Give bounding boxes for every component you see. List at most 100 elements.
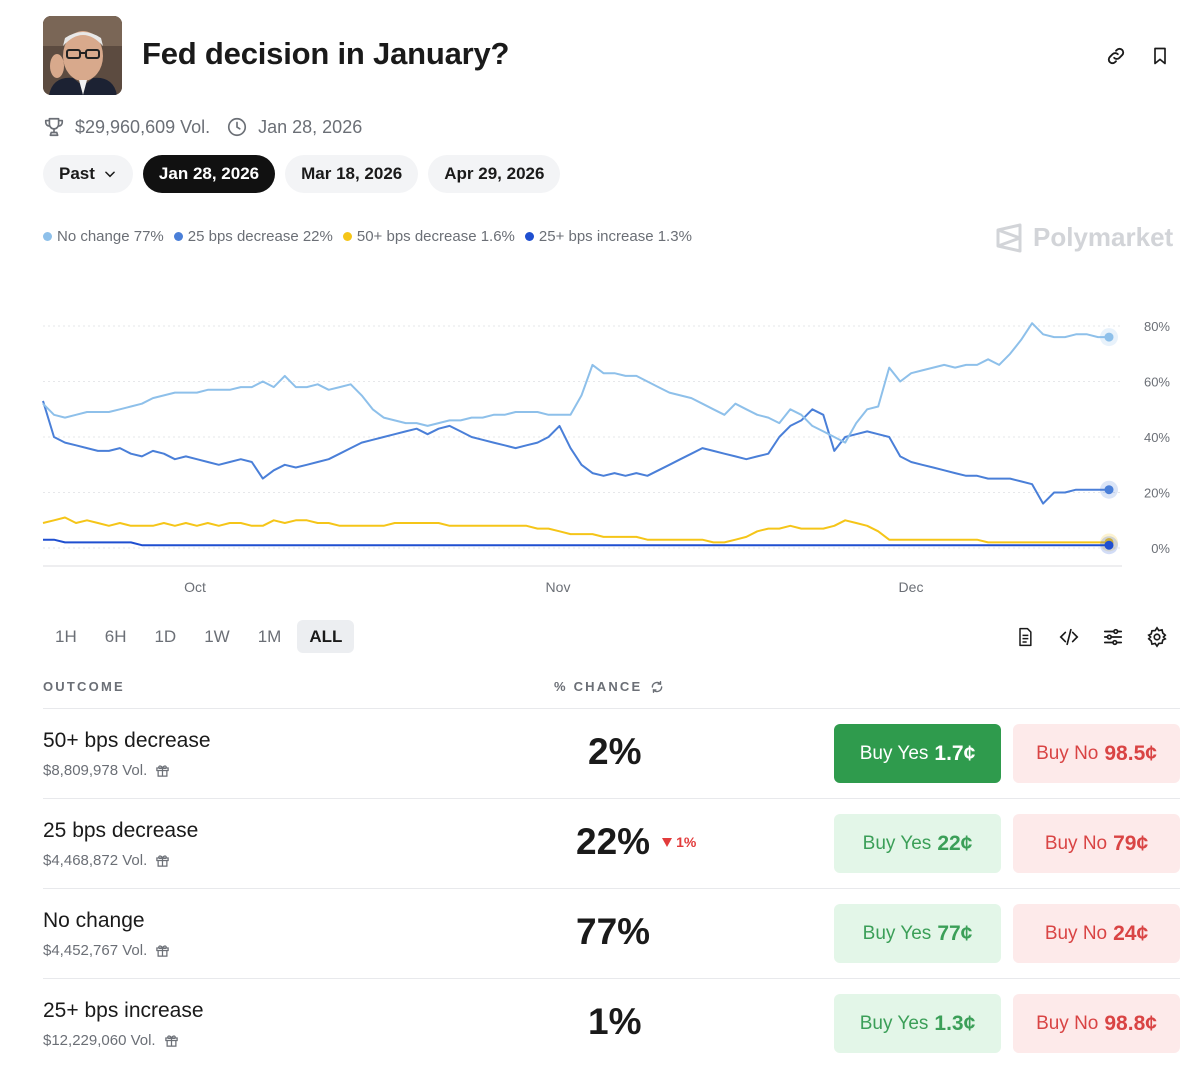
buy-no-button[interactable]: Buy No 79¢ xyxy=(1013,814,1180,873)
legend-label: No change 77% xyxy=(57,228,164,245)
series-line-25-bps-decrease xyxy=(42,400,1109,505)
buy-no-price: 24¢ xyxy=(1113,921,1149,945)
series-end-dot xyxy=(1104,332,1114,342)
range-6h[interactable]: 6H xyxy=(104,626,127,646)
outcome-volume: $4,452,767 Vol. xyxy=(43,942,170,959)
gear-icon[interactable] xyxy=(1144,624,1170,650)
buy-no-label: Buy No xyxy=(1044,832,1108,854)
buy-yes-price: 1.7¢ xyxy=(934,741,976,765)
range-1d[interactable]: 1D xyxy=(154,626,177,646)
outcome-column-header: OUTCOME xyxy=(43,679,125,694)
down-arrow-icon xyxy=(662,837,673,847)
y-tick-label: 80% xyxy=(1144,319,1170,334)
outcome-chance-value: 2% xyxy=(588,731,642,772)
series-line-50-bps-decrease xyxy=(42,516,1109,544)
market-meta: $29,960,609 Vol. Jan 28, 2026 xyxy=(43,113,362,141)
legend-dot xyxy=(43,232,52,241)
y-tick-label: 20% xyxy=(1144,486,1170,501)
legend-item: 25 bps decrease 22% xyxy=(173,228,333,245)
chart-tools xyxy=(1012,624,1170,650)
legend-item: 50+ bps decrease 1.6% xyxy=(342,228,515,245)
buy-yes-button[interactable]: Buy Yes 22¢ xyxy=(834,814,1001,873)
outcome-volume: $4,468,872 Vol. xyxy=(43,852,170,869)
clock-icon xyxy=(226,116,248,138)
polymarket-icon xyxy=(996,223,1022,252)
document-icon[interactable] xyxy=(1012,624,1038,650)
range-all[interactable]: ALL xyxy=(297,620,355,653)
legend-item: No change 77% xyxy=(43,228,164,245)
legend-label: 25 bps decrease 22% xyxy=(187,228,333,245)
buy-yes-label: Buy Yes xyxy=(862,922,932,944)
gift-icon xyxy=(155,943,170,958)
buy-no-price: 98.5¢ xyxy=(1104,741,1157,765)
tab-mar-18-2026[interactable]: Mar 18, 2026 xyxy=(285,155,419,193)
legend-label: 25+ bps increase 1.3% xyxy=(538,228,692,245)
outcome-volume: $8,809,978 Vol. xyxy=(43,762,170,779)
outcome-chance-value: 22% xyxy=(576,821,651,862)
buy-no-price: 79¢ xyxy=(1113,831,1149,855)
legend-item: 25+ bps increase 1.3% xyxy=(524,228,692,245)
outcome-volume-value: $4,468,872 Vol. xyxy=(43,852,148,869)
outcome-row: 25+ bps increase $12,229,060 Vol. 1% Buy… xyxy=(43,978,1180,1068)
outcome-name[interactable]: 50+ bps decrease xyxy=(43,729,211,752)
buy-no-button[interactable]: Buy No 24¢ xyxy=(1013,904,1180,963)
chance-column-header[interactable]: % CHANCE xyxy=(554,679,664,694)
link-icon[interactable] xyxy=(1103,43,1129,69)
outcome-name[interactable]: 25+ bps increase xyxy=(43,999,204,1022)
chevron-down-icon xyxy=(103,167,117,181)
tab-past-label: Past xyxy=(59,164,95,183)
y-tick-label: 60% xyxy=(1144,375,1170,390)
series-end-dot xyxy=(1104,540,1114,550)
market-end-date: Jan 28, 2026 xyxy=(258,116,363,137)
buy-yes-button[interactable]: Buy Yes 1.7¢ xyxy=(834,724,1001,783)
buy-no-button[interactable]: Buy No 98.5¢ xyxy=(1013,724,1180,783)
buy-yes-price: 22¢ xyxy=(937,831,973,855)
legend-dot xyxy=(524,232,534,241)
series-line-25-bps-increase xyxy=(43,538,1109,547)
buy-yes-button[interactable]: Buy Yes 77¢ xyxy=(834,904,1001,963)
chart-legend: No change 77% 25 bps decrease 22% 50+ bp… xyxy=(43,228,702,245)
market-avatar xyxy=(43,16,122,95)
range-1h[interactable]: 1H xyxy=(55,626,77,646)
gift-icon xyxy=(155,853,170,868)
refresh-icon[interactable] xyxy=(650,680,664,694)
polymarket-logo: Polymarket xyxy=(995,222,1173,253)
outcome-volume-value: $12,229,060 Vol. xyxy=(43,1032,156,1049)
tab-past[interactable]: Past xyxy=(43,155,133,193)
market-volume: $29,960,609 Vol. xyxy=(75,116,211,137)
page-title: Fed decision in January? xyxy=(142,36,510,71)
tab-jan-28-2026[interactable]: Jan 28, 2026 xyxy=(142,155,276,193)
buy-no-button[interactable]: Buy No 98.8¢ xyxy=(1013,994,1180,1053)
sliders-icon[interactable] xyxy=(1100,624,1126,650)
outcome-chance: 2% xyxy=(588,731,858,773)
buy-yes-price: 1.3¢ xyxy=(934,1011,976,1035)
legend-dot xyxy=(173,232,183,241)
price-history-chart[interactable]: 80% 60% 40% 20% 0% Oct Nov Dec xyxy=(0,290,1200,600)
x-tick-label: Nov xyxy=(546,579,571,595)
series-end-dot xyxy=(1104,485,1114,495)
embed-code-icon[interactable] xyxy=(1056,624,1082,650)
buy-no-label: Buy No xyxy=(1044,922,1108,944)
buy-yes-button[interactable]: Buy Yes 1.3¢ xyxy=(834,994,1001,1053)
buy-no-label: Buy No xyxy=(1036,742,1099,764)
buy-yes-label: Buy Yes xyxy=(862,832,932,854)
buy-yes-price: 77¢ xyxy=(937,921,973,945)
outcome-volume: $12,229,060 Vol. xyxy=(43,1032,179,1049)
buy-yes-label: Buy Yes xyxy=(859,742,929,764)
outcome-chance-value: 77% xyxy=(576,911,651,952)
outcome-name[interactable]: 25 bps decrease xyxy=(43,819,199,842)
buy-no-label: Buy No xyxy=(1036,1012,1099,1034)
chance-change-value: 1% xyxy=(676,834,697,850)
outcome-name[interactable]: No change xyxy=(43,909,145,932)
brand-name: Polymarket xyxy=(1033,222,1174,252)
legend-label: 50+ bps decrease 1.6% xyxy=(356,228,515,245)
bookmark-icon[interactable] xyxy=(1147,43,1173,69)
gift-icon xyxy=(164,1033,179,1048)
outcome-row: 25 bps decrease $4,468,872 Vol. 22% 1% B… xyxy=(43,798,1180,888)
range-1w[interactable]: 1W xyxy=(204,626,230,646)
tab-apr-29-2026[interactable]: Apr 29, 2026 xyxy=(428,155,561,193)
time-range-tabs: 1H 6H 1D 1W 1M ALL xyxy=(43,620,355,653)
outcome-chance: 22% 1% xyxy=(576,821,846,863)
buy-yes-label: Buy Yes xyxy=(859,1012,929,1034)
range-1m[interactable]: 1M xyxy=(257,626,282,646)
